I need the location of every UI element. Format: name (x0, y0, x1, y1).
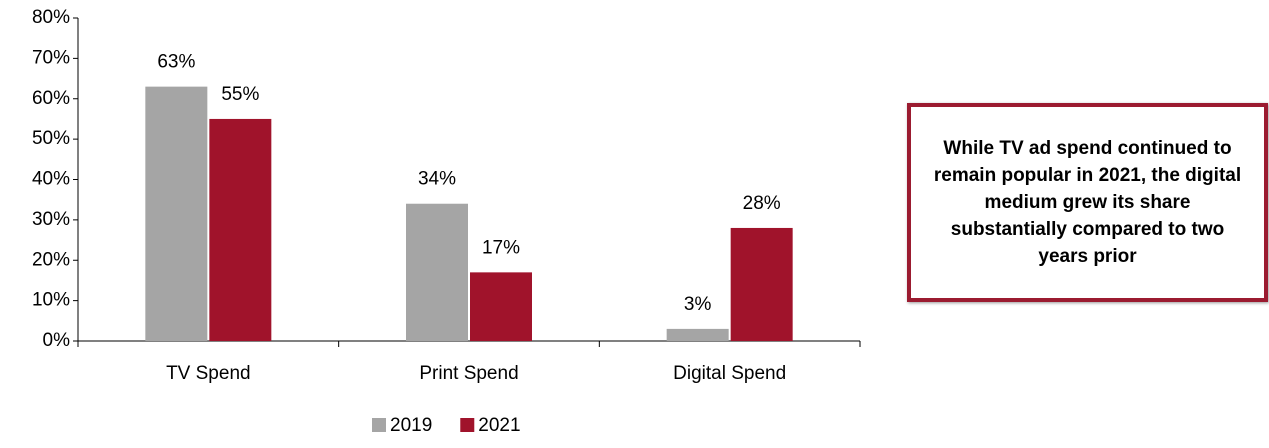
data-label: 63% (157, 52, 195, 73)
bar (666, 328, 729, 341)
data-label: 55% (221, 84, 259, 105)
legend-label: 2019 (390, 415, 432, 436)
data-label: 28% (743, 193, 781, 214)
bar (730, 227, 793, 341)
bar (209, 118, 272, 341)
x-tick-label: TV Spend (166, 363, 251, 384)
y-tick-label: 20% (32, 249, 70, 270)
y-tick-label: 50% (32, 128, 70, 149)
annotation-box: While TV ad spend continued to remain po… (907, 103, 1268, 302)
y-tick-label: 60% (32, 88, 70, 109)
legend-label: 2021 (478, 415, 520, 436)
y-tick-label: 10% (32, 290, 70, 311)
legend-swatch (372, 418, 386, 432)
legend-swatch (460, 418, 475, 432)
x-tick-label: Digital Spend (673, 363, 786, 384)
y-tick-label: 70% (32, 47, 70, 68)
annotation: While TV ad spend continued to remain po… (933, 138, 1242, 267)
data-label: 3% (684, 294, 712, 315)
chart: 0% 10% 20% 30% 40% 50% 60% 70% 80% TV Spend 63% 55%… (32, 7, 861, 436)
bar (406, 203, 468, 341)
x-tick-label: Print Spend (419, 363, 518, 384)
bar (145, 86, 208, 341)
y-tick-label: 0% (43, 330, 71, 351)
y-tick-label: 40% (32, 169, 70, 190)
bar (470, 272, 532, 341)
data-label: 34% (418, 169, 456, 190)
y-tick-label: 30% (32, 209, 70, 230)
y-tick-label: 80% (32, 7, 70, 28)
data-label: 17% (482, 237, 520, 258)
